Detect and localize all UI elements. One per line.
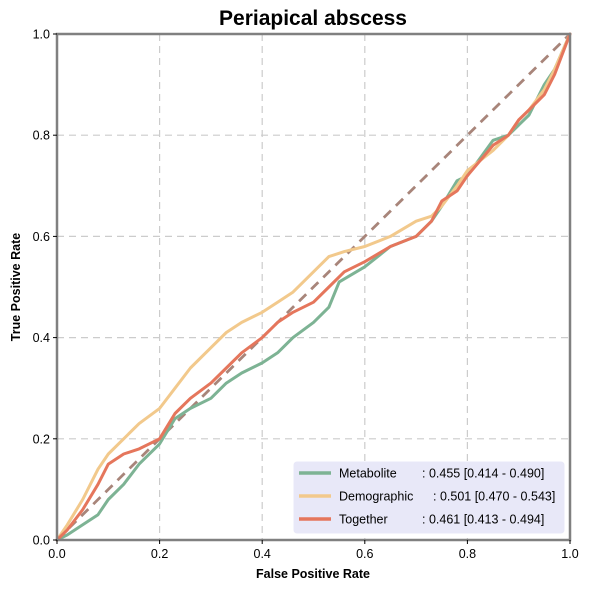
- plot-frame: [55, 32, 572, 542]
- legend-label-together: Together: [339, 513, 388, 527]
- y-tick-label: 0.2: [33, 432, 50, 446]
- diagonal-line: [56, 33, 571, 541]
- y-axis-ticks: 0.0 0.2 0.4 0.6 0.8 1.0: [33, 28, 57, 548]
- x-tick-label: 1.0: [561, 547, 578, 561]
- x-axis-ticks: 0.0 0.2 0.4 0.6 0.8 1.0: [48, 540, 579, 561]
- series-lines: [55, 32, 572, 542]
- legend-label-metabolite: Metabolite: [339, 467, 397, 481]
- diagonal-reference: [56, 33, 571, 541]
- y-tick-label: 0.6: [33, 230, 50, 244]
- y-tick-label: 0.4: [33, 331, 50, 345]
- x-tick-label: 0.6: [356, 547, 373, 561]
- x-tick-label: 0.8: [459, 547, 476, 561]
- y-tick-label: 0.0: [33, 534, 50, 548]
- series-line-together: [55, 32, 572, 542]
- y-axis-label: True Positive Rate: [9, 233, 23, 341]
- x-axis-label: False Positive Rate: [256, 567, 370, 581]
- x-tick-label: 0.4: [254, 547, 271, 561]
- legend-auc-together: : 0.461 [0.413 - 0.494]: [422, 513, 544, 527]
- legend-box: [293, 461, 565, 534]
- legend-auc-demographic: : 0.501 [0.470 - 0.543]: [433, 490, 555, 504]
- x-tick-label: 0.2: [151, 547, 168, 561]
- grid-lines: [57, 34, 570, 540]
- y-tick-label: 0.8: [33, 129, 50, 143]
- chart-title: Periapical abscess: [219, 7, 407, 30]
- y-tick-label: 1.0: [33, 28, 50, 42]
- x-tick-label: 0.0: [48, 547, 65, 561]
- legend-label-demographic: Demographic: [339, 490, 413, 504]
- legend-auc-metabolite: : 0.455 [0.414 - 0.490]: [422, 467, 544, 481]
- legend: Metabolite : 0.455 [0.414 - 0.490] Demogra…: [293, 461, 565, 534]
